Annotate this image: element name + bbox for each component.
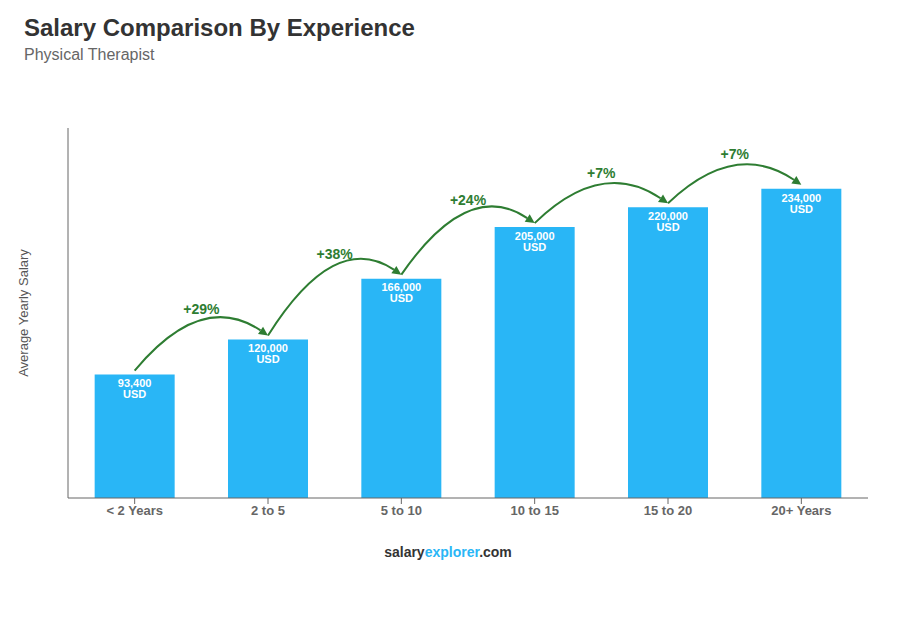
svg-text:+29%: +29% xyxy=(183,301,220,317)
svg-text:+38%: +38% xyxy=(317,246,354,262)
svg-text:166,000USD: 166,000USD xyxy=(381,281,421,304)
svg-text:15 to 20: 15 to 20 xyxy=(644,503,692,518)
svg-text:+7%: +7% xyxy=(720,146,749,162)
html-text:salary explorer.com: salary explorer.com xyxy=(384,544,512,560)
svg-text:+7%: +7% xyxy=(587,165,616,181)
svg-text:220,000USD: 220,000USD xyxy=(648,210,688,233)
html-text:Salary Comparison By Experienc: Salary Comparison By Experience xyxy=(24,14,415,41)
svg-text:< 2 Years: < 2 Years xyxy=(106,503,163,518)
svg-text:+24%: +24% xyxy=(450,192,487,208)
html-text:Physical Therapist: Physical Therapist xyxy=(24,46,155,63)
svg-text:120,000USD: 120,000USD xyxy=(248,342,288,365)
svg-text:20+ Years: 20+ Years xyxy=(771,503,831,518)
svg-text:2 to 5: 2 to 5 xyxy=(251,503,285,518)
svg-text:234,000USD: 234,000USD xyxy=(781,192,821,215)
svg-text:Average Yearly Salary: Average Yearly Salary xyxy=(16,249,31,377)
svg-text:93,400USD: 93,400USD xyxy=(118,377,152,400)
svg-text:205,000USD: 205,000USD xyxy=(515,230,555,253)
svg-text:10 to 15: 10 to 15 xyxy=(510,503,558,518)
svg-text:5 to 10: 5 to 10 xyxy=(381,503,422,518)
